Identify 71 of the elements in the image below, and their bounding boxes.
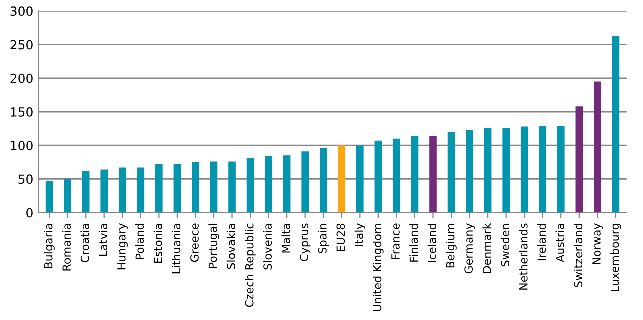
bar: [137, 168, 145, 213]
x-tick-label: Ireland: [538, 224, 546, 261]
bar: [557, 126, 565, 213]
y-tick-label: 300: [10, 6, 33, 16]
bar: [174, 164, 182, 213]
x-tick-label: Italy: [354, 224, 366, 246]
x-tick-label: Portugal: [208, 224, 220, 268]
x-tick-label: Estonia: [154, 224, 162, 264]
y-tick-label: 0: [26, 208, 33, 218]
y-tick-label: 150: [11, 107, 33, 117]
x-tick-label: Slovakia: [226, 224, 236, 270]
x-tick-label: Lithuania: [172, 224, 181, 274]
x-tick-label: France: [392, 224, 400, 260]
bar: [283, 156, 291, 213]
bar: [82, 171, 90, 213]
x-tick-label: Norway: [592, 224, 604, 264]
bar: [374, 140, 382, 213]
bar: [302, 152, 309, 213]
bar: [100, 170, 108, 213]
bar: [118, 168, 126, 213]
bar: [466, 130, 474, 213]
bar: [430, 136, 437, 213]
x-tick-label: Czech Republic: [245, 224, 256, 308]
x-tick-label: Switzerland: [574, 224, 583, 288]
bar: [46, 181, 54, 213]
x-tick-label: Romania: [62, 224, 72, 271]
bar: [210, 162, 218, 213]
bar: [539, 126, 547, 213]
bar: [393, 138, 400, 213]
y-tick-label: 200: [10, 74, 33, 84]
x-tick-label: Austria: [556, 224, 564, 262]
y-tick-label: 250: [10, 40, 33, 50]
bar: [338, 146, 346, 213]
bar: [612, 36, 620, 213]
y-tick-label: 100: [11, 141, 33, 151]
bar: [484, 128, 492, 213]
x-tick-label: Slovenia: [263, 224, 272, 270]
bar: [520, 126, 528, 213]
x-tick-label: EU28: [336, 224, 346, 252]
x-tick-label: Germany: [464, 224, 476, 274]
bar: [502, 128, 510, 213]
x-tick-label: Netherlands: [519, 224, 528, 290]
x-tick-label: Denmark: [482, 223, 492, 274]
x-tick-label: Poland: [136, 224, 144, 260]
x-tick-label: Greece: [190, 224, 199, 262]
bar: [594, 82, 602, 213]
x-tick-label: Sweden: [500, 224, 510, 266]
bar: [265, 156, 272, 213]
bar: [411, 136, 419, 213]
x-tick-label: Bulgaria: [44, 224, 55, 268]
bar: [228, 162, 236, 213]
bar: [356, 146, 364, 213]
bar: [192, 162, 200, 213]
bar: [448, 132, 456, 213]
x-tick-label: Finland: [410, 224, 418, 262]
x-tick-label: Hungary: [118, 224, 128, 270]
x-tick-label: Belgium: [446, 224, 457, 268]
x-tick-label: Spain: [318, 224, 329, 254]
x-tick-label: Latvia: [98, 224, 108, 256]
bar: [64, 179, 72, 213]
x-tick-label: Croatia: [80, 224, 90, 263]
bar: [156, 164, 163, 213]
bar: [576, 106, 584, 213]
x-tick-label: Malta: [282, 224, 290, 253]
x-tick-label: United Kingdom: [373, 224, 384, 312]
bar: [246, 158, 254, 213]
y-tick-label: 50: [18, 174, 33, 184]
x-tick-label: Cyprus: [300, 224, 311, 262]
x-tick-label: Iceland: [428, 224, 436, 262]
bar: [320, 148, 328, 213]
x-tick-label: Luxembourg: [610, 224, 622, 292]
